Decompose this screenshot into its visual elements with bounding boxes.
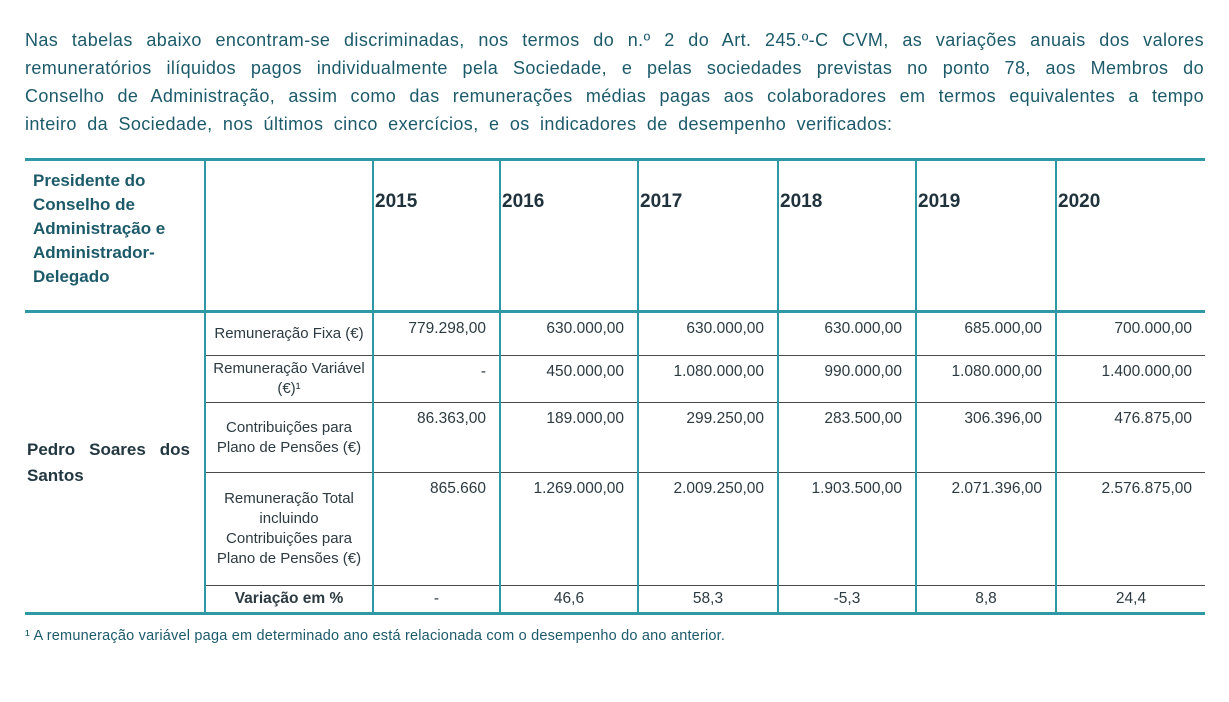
corner-header-cell: Presidente do Conselho de Administração … <box>25 159 205 313</box>
value-cell: 58,3 <box>637 585 778 614</box>
value-cell: 1.269.000,00 <box>499 472 638 586</box>
value-cell: 630.000,00 <box>777 311 916 356</box>
table-row: Pedro Soares dos Santos Remuneração Fixa… <box>25 311 1205 485</box>
value-cell: - <box>372 585 500 614</box>
value-cell: 283.500,00 <box>777 402 916 473</box>
value-cell: 299.250,00 <box>637 402 778 473</box>
value-cell: 990.000,00 <box>777 355 916 403</box>
row-label: Remuneração Fixa (€) <box>204 311 373 356</box>
value-cell: - <box>372 355 500 403</box>
value-cell: 46,6 <box>499 585 638 614</box>
value-cell: 700.000,00 <box>1055 311 1205 356</box>
value-cell: 24,4 <box>1055 585 1205 614</box>
value-cell: -5,3 <box>777 585 916 614</box>
value-cell: 306.396,00 <box>915 402 1056 473</box>
value-cell: 8,8 <box>915 585 1056 614</box>
value-cell: 1.400.000,00 <box>1055 355 1205 403</box>
value-cell: 189.000,00 <box>499 402 638 473</box>
intro-paragraph: Nas tabelas abaixo encontram-se discrimi… <box>25 30 1204 134</box>
value-cell: 1.903.500,00 <box>777 472 916 586</box>
year-header-2020: 2020 <box>1055 159 1205 313</box>
value-cell: 630.000,00 <box>499 311 638 356</box>
value-cell: 779.298,00 <box>372 311 500 356</box>
table-row: Remuneração Total incluindo Contribuiçõe… <box>25 472 1205 586</box>
year-header-2019: 2019 <box>915 159 1056 313</box>
value-cell: 2.576.875,00 <box>1055 472 1205 586</box>
value-cell: 865.660 <box>372 472 500 586</box>
value-cell: 476.875,00 <box>1055 402 1205 473</box>
year-header-2017: 2017 <box>637 159 778 313</box>
row-label: Contribuições para Plano de Pensões (€) <box>204 402 373 473</box>
value-cell: 86.363,00 <box>372 402 500 473</box>
table-row: Remuneração Variável (€)¹ - 450.000,00 1… <box>25 355 1205 403</box>
row-label: Remuneração Variável (€)¹ <box>204 355 373 403</box>
value-cell: 450.000,00 <box>499 355 638 403</box>
value-cell: 1.080.000,00 <box>637 355 778 403</box>
blank-header-cell <box>204 159 373 313</box>
year-header-2018: 2018 <box>777 159 916 313</box>
table-header-row: Presidente do Conselho de Administração … <box>25 159 1205 313</box>
table-row: Contribuições para Plano de Pensões (€) … <box>25 402 1205 473</box>
value-cell: 2.071.396,00 <box>915 472 1056 586</box>
value-cell: 630.000,00 <box>637 311 778 356</box>
row-label: Remuneração Total incluindo Contribuiçõe… <box>204 472 373 586</box>
year-header-2015: 2015 <box>372 159 500 313</box>
value-cell: 1.080.000,00 <box>915 355 1056 403</box>
person-name-cell: Pedro Soares dos Santos <box>27 439 190 485</box>
year-header-2016: 2016 <box>499 159 638 313</box>
table-row-variation: Variação em % - 46,6 58,3 -5,3 8,8 24,4 <box>25 585 1205 614</box>
footnote: ¹ A remuneração variável paga em determi… <box>25 628 726 644</box>
value-cell: 685.000,00 <box>915 311 1056 356</box>
value-cell: 2.009.250,00 <box>637 472 778 586</box>
remuneration-table: Presidente do Conselho de Administração … <box>25 158 1205 615</box>
row-label-variation: Variação em % <box>204 585 373 614</box>
